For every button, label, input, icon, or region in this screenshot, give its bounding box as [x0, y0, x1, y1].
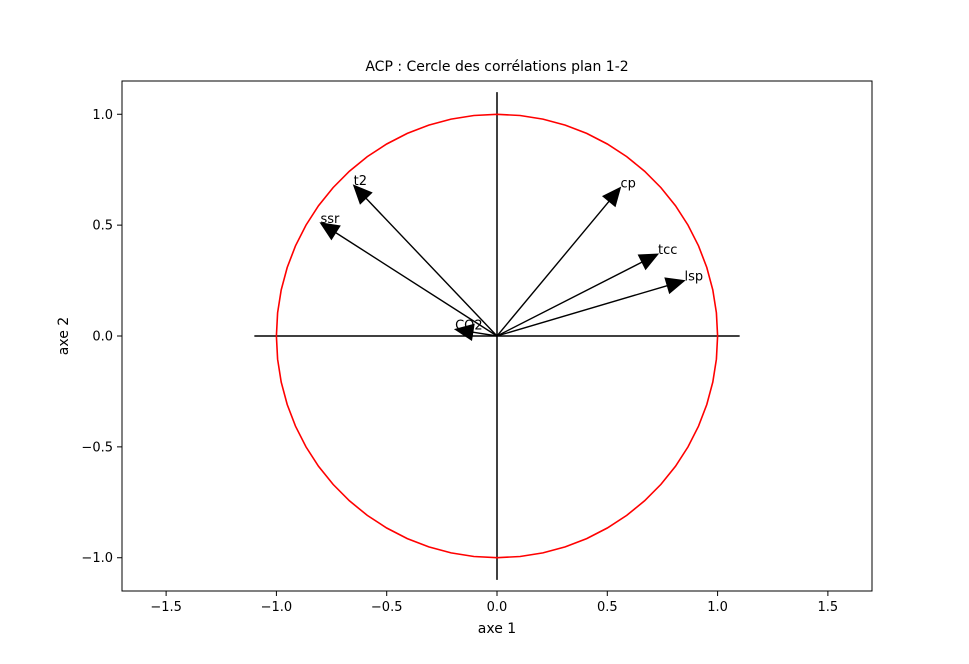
vector-line-tcc — [496, 261, 643, 337]
vector-line-t2 — [365, 197, 498, 337]
correlation-circle — [275, 113, 719, 559]
x-tick-label: −0.5 — [371, 600, 403, 615]
y-tick-label: −1.0 — [81, 551, 113, 566]
vector-label-co2: CO2 — [455, 318, 483, 333]
y-tick-label: 0.0 — [92, 330, 113, 345]
vector-label-cp: cp — [621, 176, 636, 191]
x-tick-label: −1.5 — [150, 600, 182, 615]
vector-arrowhead-tcc — [637, 253, 660, 271]
chart-title: ACP : Cercle des corrélations plan 1-2 — [365, 59, 628, 75]
y-tick-label: −0.5 — [81, 440, 113, 455]
x-tick-label: 1.5 — [818, 600, 839, 615]
vector-arrowhead-cp — [601, 186, 622, 208]
y-axis-title: axe 2 — [56, 317, 72, 355]
x-axis-ticks: −1.5 −1.0 −0.5 0.0 0.5 1.0 1.5 — [150, 591, 838, 615]
vector-line-lsp — [496, 284, 668, 337]
vector-line-cp — [496, 200, 610, 337]
vector-arrowhead-ssr — [319, 222, 341, 241]
vector-label-ssr: ssr — [321, 212, 341, 227]
vector-label-t2: t2 — [354, 174, 367, 189]
y-tick-label: 1.0 — [92, 108, 113, 123]
y-tick-label: 0.5 — [92, 219, 113, 234]
vector-arrowhead-co2 — [453, 323, 475, 341]
x-tick-label: −1.0 — [261, 600, 293, 615]
x-tick-label: 0.0 — [487, 600, 508, 615]
vector-line-ssr — [335, 232, 498, 337]
vector-arrowhead-t2 — [352, 184, 373, 205]
vector-arrowhead-lsp — [664, 277, 686, 295]
x-tick-label: 0.5 — [597, 600, 618, 615]
vector-label-lsp: lsp — [685, 270, 704, 285]
y-axis-ticks: −1.0 −0.5 0.0 0.5 1.0 — [81, 108, 122, 566]
vector-line-co2 — [472, 331, 498, 337]
vector-label-tcc: tcc — [658, 243, 677, 258]
x-axis-title: axe 1 — [478, 621, 516, 637]
x-tick-label: 1.0 — [707, 600, 728, 615]
correlation-circle-layer — [275, 113, 719, 559]
